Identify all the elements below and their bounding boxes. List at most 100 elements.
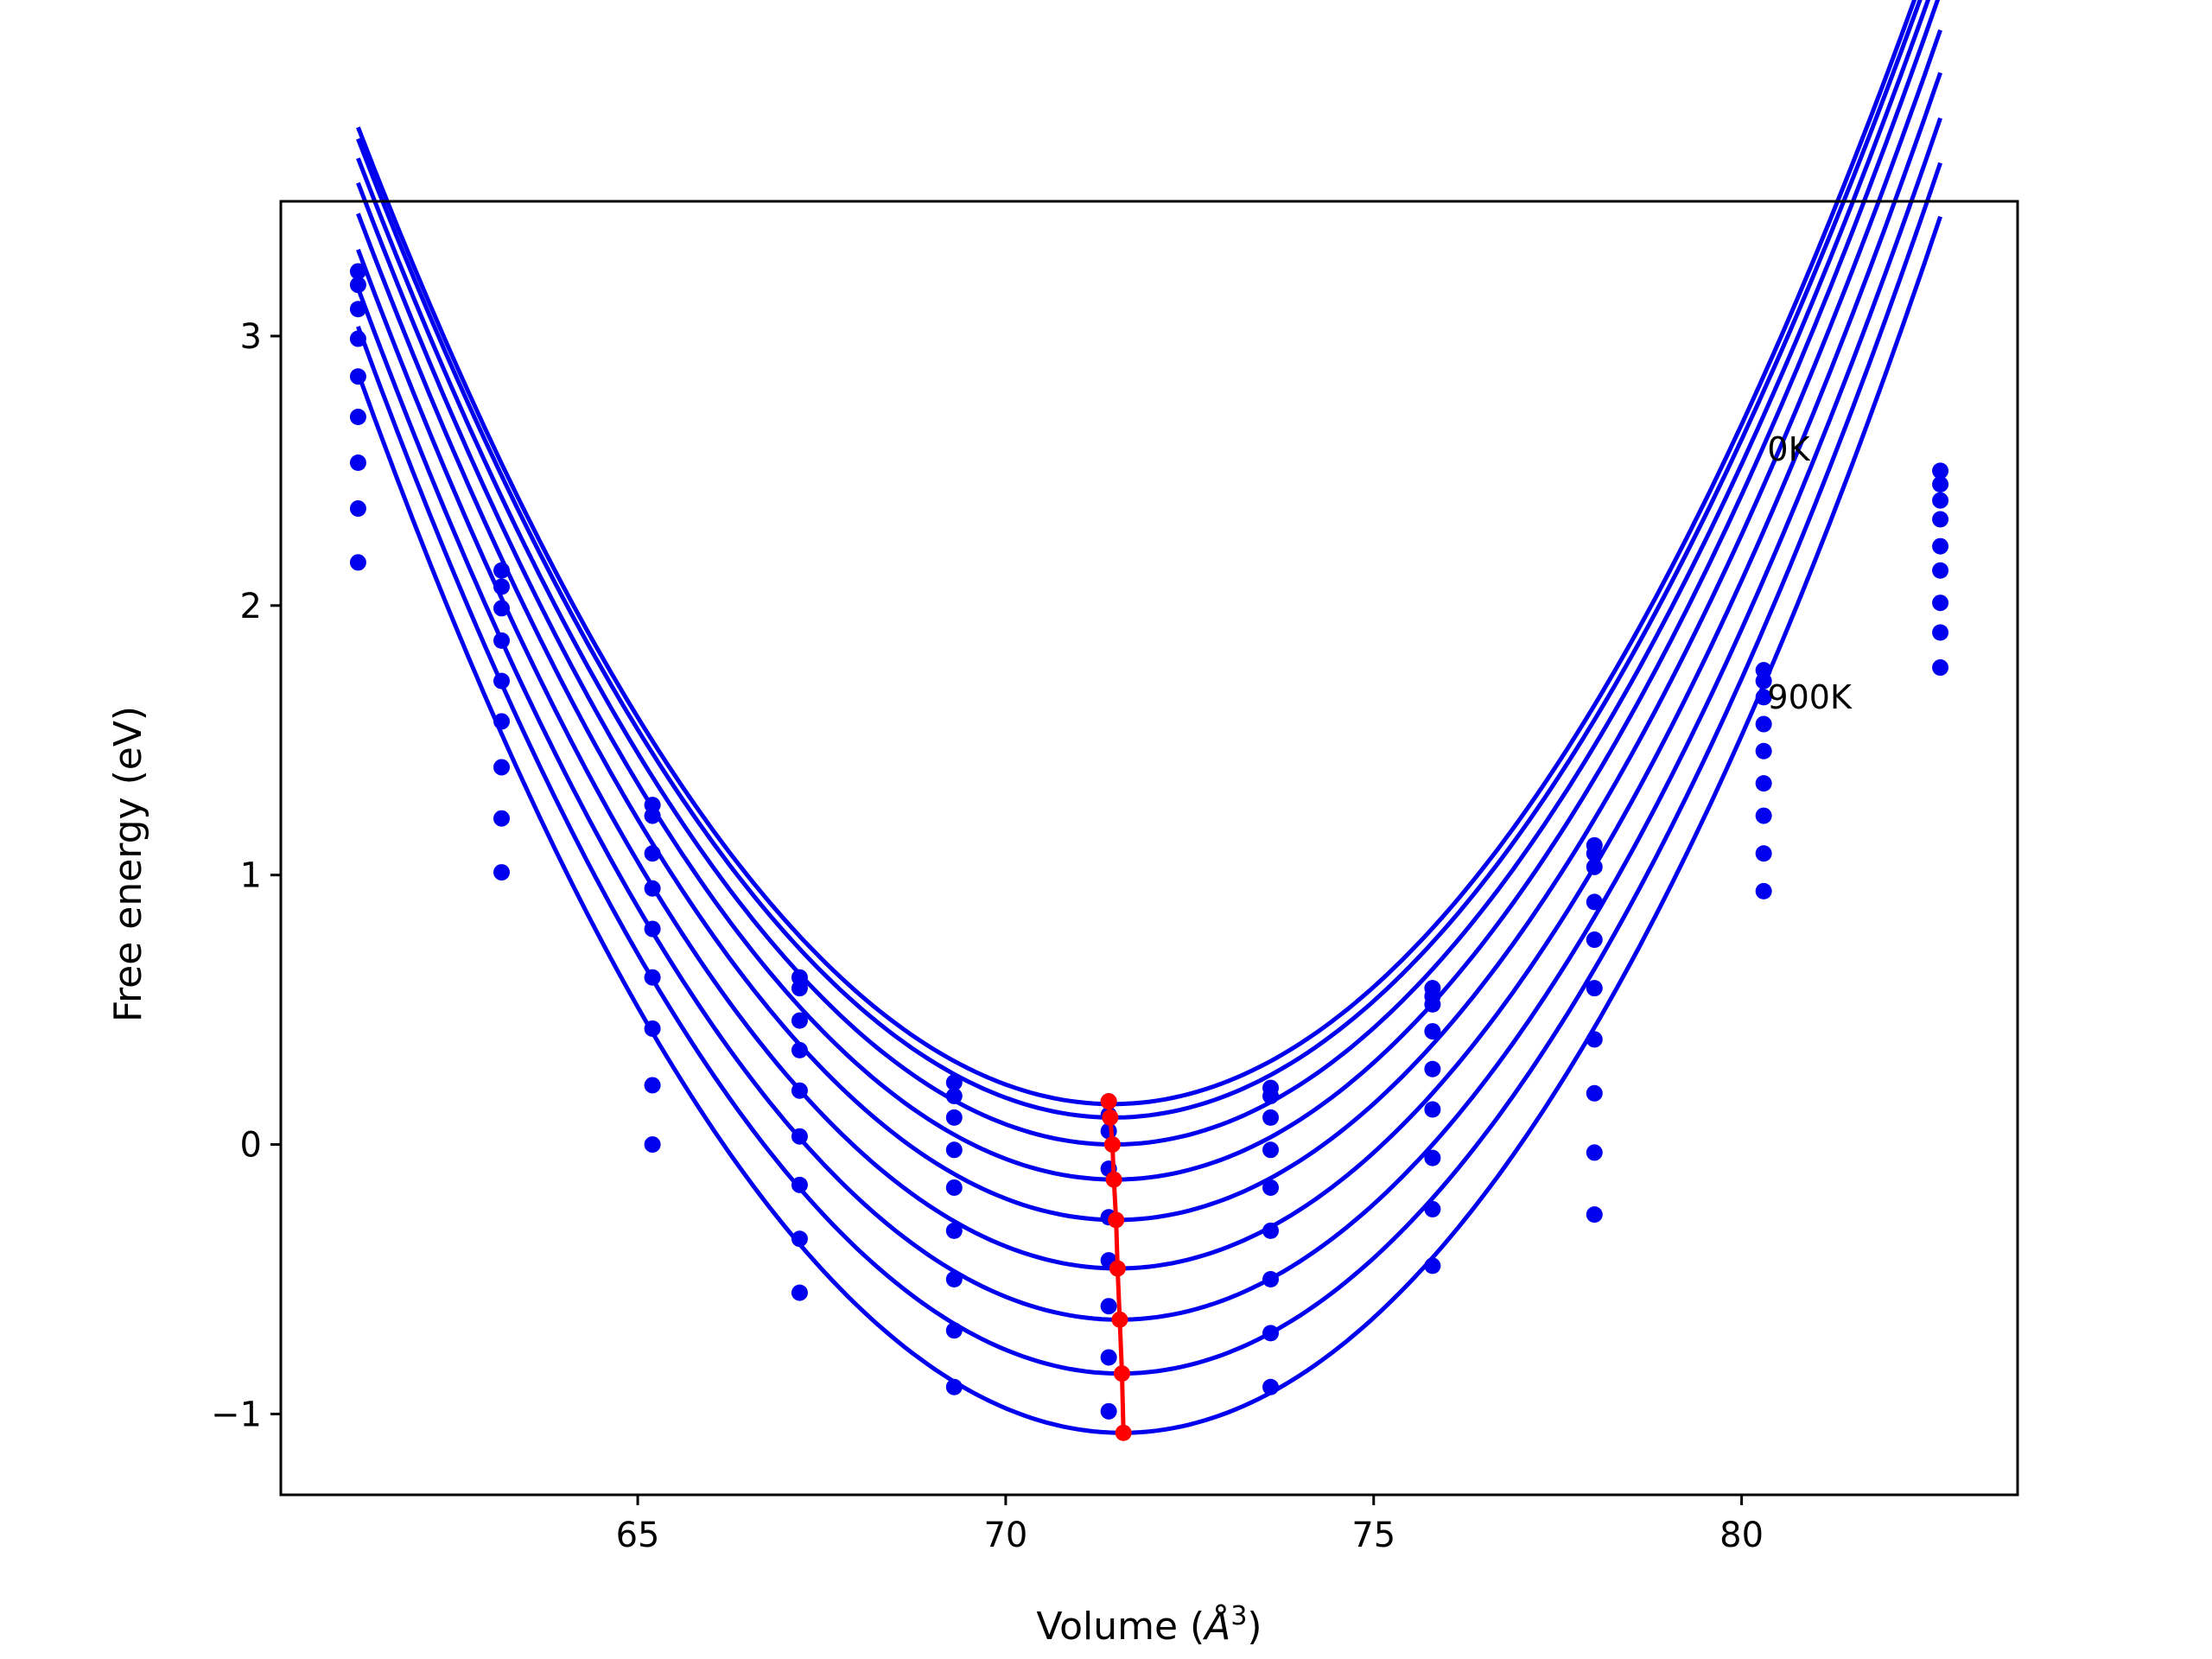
minimum-point-5 [1109,1260,1126,1277]
data-point-T6-9 [1755,775,1772,792]
data-point-T5-7 [1424,1060,1441,1077]
fit-curve-T7 [356,117,1942,1322]
data-point-T7-7 [1424,1149,1441,1166]
data-point-900K-1 [493,864,511,881]
data-point-900K-8 [1586,1144,1603,1161]
data-point-T2-0 [349,276,366,294]
data-point-T5-6 [1262,1179,1280,1196]
data-point-T3-10 [1932,492,1949,509]
data-point-T2-1 [493,578,511,595]
fit-curve-T6 [356,72,1942,1271]
data-point-T2-6 [1262,1087,1280,1104]
data-point-T7-6 [1262,1271,1280,1287]
data-point-T6-8 [1586,980,1603,997]
data-point-T2-9 [1755,672,1772,690]
data-point-900K-6 [1262,1378,1280,1395]
data-point-T7-5 [1100,1298,1117,1315]
data-point-900K-4 [945,1378,963,1395]
data-point-900K-9 [1755,882,1772,899]
fit-curve-900K [356,215,1942,1435]
y-axis-label: Free energy (eV) [106,706,150,1022]
data-point-T3-3 [791,1012,808,1029]
data-point-T3-1 [493,600,511,617]
data-point-T8-6 [1262,1325,1280,1342]
data-point-T8-2 [644,1077,661,1094]
data-point-T7-2 [644,1020,661,1037]
fit-curve-T3 [356,0,1931,1147]
annotation-900K: 900K [1767,678,1853,716]
data-point-T8-0 [349,500,366,518]
data-point-T4-7 [1424,1023,1441,1040]
fit-curve-T4 [356,0,1941,1182]
data-point-T6-2 [644,969,661,986]
data-point-T2-2 [644,807,661,824]
data-point-T5-3 [791,1082,808,1099]
minimum-point-4 [1108,1211,1125,1229]
data-point-T8-1 [493,810,511,827]
y-tick-label: −1 [211,1395,262,1434]
annotation-0K: 0K [1767,430,1810,468]
data-point-T4-8 [1586,893,1603,911]
data-point-T6-3 [791,1128,808,1145]
data-point-T8-4 [945,1322,963,1339]
data-point-T4-3 [791,1041,808,1058]
axes-frame [279,200,2019,1497]
data-point-T5-8 [1586,931,1603,949]
data-point-T5-0 [349,368,366,385]
data-point-T3-6 [1262,1109,1280,1126]
data-point-900K-10 [1932,659,1949,677]
data-point-T4-0 [349,330,366,347]
data-point-T5-2 [644,920,661,938]
data-point-T7-3 [791,1176,808,1193]
data-point-900K-3 [791,1284,808,1301]
data-point-T2-8 [1586,845,1603,862]
data-point-T7-8 [1586,1031,1603,1048]
minimum-point-1 [1102,1109,1119,1126]
data-point-T7-4 [945,1271,963,1287]
axis-ticks: 65 70 75 80 −1 0 1 2 3 [211,317,1764,1555]
data-point-T4-1 [493,632,511,649]
data-point-T3-0 [349,301,366,318]
y-tick-label: 2 [240,587,262,626]
fit-curve-T2 [356,0,1923,1120]
data-point-T8-9 [1755,845,1772,862]
data-point-900K-5 [1100,1402,1117,1420]
data-point-T8-10 [1932,624,1949,641]
data-point-T5-4 [945,1179,963,1196]
minimum-point-2 [1103,1136,1121,1154]
data-point-T7-10 [1932,594,1949,612]
data-point-T4-4 [945,1141,963,1159]
minimum-point-8 [1115,1424,1132,1441]
x-axis-label: Volume (Å3) [1036,1601,1262,1649]
data-point-900K-2 [644,1136,661,1154]
minimum-point-0 [1100,1093,1117,1110]
data-point-T3-4 [945,1109,963,1126]
data-point-T6-1 [493,713,511,730]
data-point-T7-0 [349,454,366,472]
data-point-T4-6 [1262,1141,1280,1159]
data-point-T6-0 [349,409,366,425]
data-point-T8-8 [1586,1084,1603,1102]
fit-curve-0K [356,0,1917,1107]
data-point-T6-4 [945,1222,963,1239]
x-tick-label: 80 [1719,1516,1764,1555]
fit-curve-T5 [356,29,1942,1223]
data-point-T8-7 [1424,1200,1441,1217]
x-tick-label: 70 [983,1516,1027,1555]
data-point-T5-10 [1932,537,1949,555]
data-point-T7-1 [493,759,511,776]
data-point-T4-10 [1932,511,1949,528]
data-point-T3-9 [1755,689,1772,706]
data-point-T4-2 [644,880,661,897]
data-point-extra-0 [1586,1206,1603,1224]
data-point-T6-7 [1424,1101,1441,1118]
data-point-0K-0 [349,263,366,280]
data-point-T3-8 [1586,858,1603,875]
y-tick-label: 0 [240,1126,262,1166]
data-point-T8-5 [1100,1349,1117,1366]
data-point-T7-9 [1755,807,1772,824]
plot-area [349,0,1949,1441]
data-point-T5-1 [493,672,511,690]
minimum-point-6 [1111,1311,1128,1328]
